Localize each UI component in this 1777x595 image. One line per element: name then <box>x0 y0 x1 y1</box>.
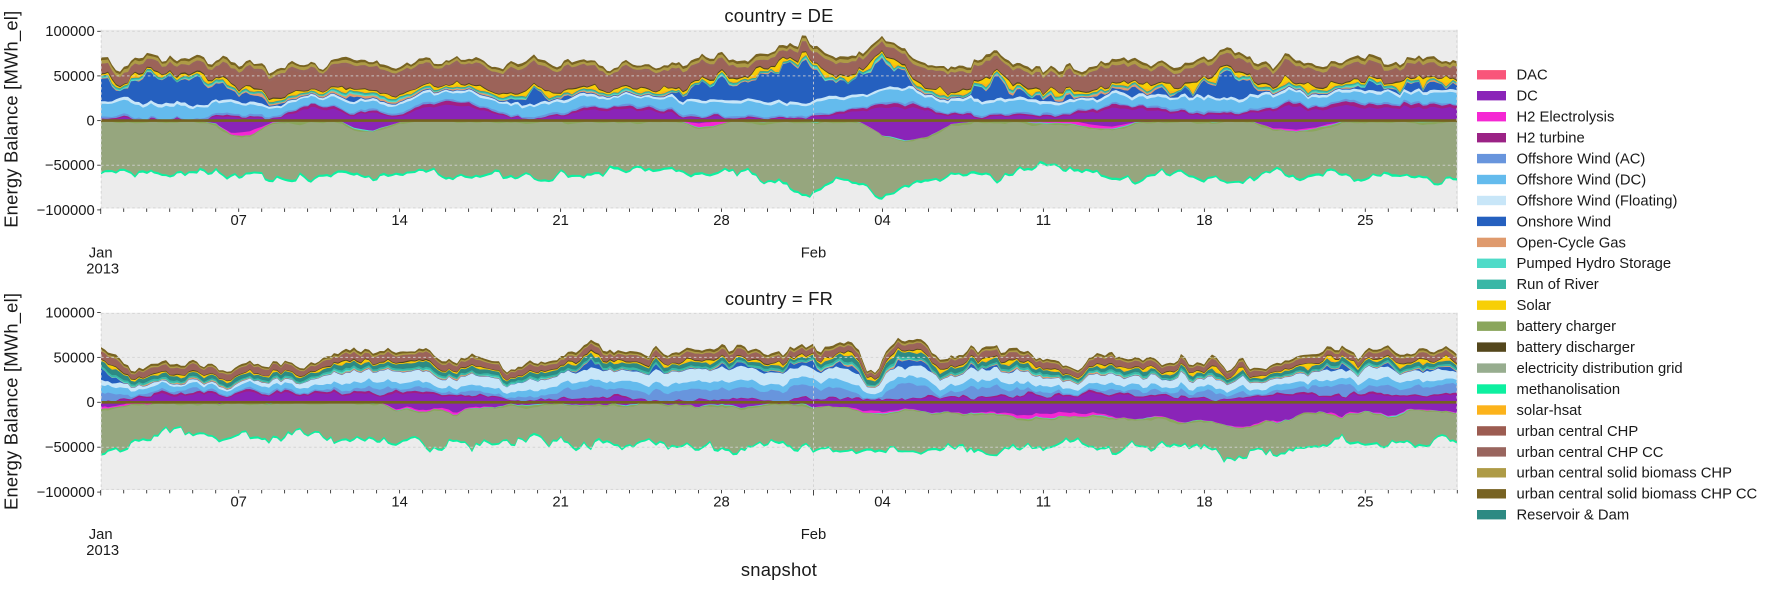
svg-text:−50000: −50000 <box>45 440 95 456</box>
svg-text:18: 18 <box>1196 213 1212 229</box>
svg-text:urban central solid biomass CH: urban central solid biomass CHP <box>1517 466 1733 482</box>
svg-text:Reservoir & Dam: Reservoir & Dam <box>1517 508 1630 524</box>
svg-text:urban central CHP CC: urban central CHP CC <box>1517 445 1664 461</box>
svg-text:Onshore Wind: Onshore Wind <box>1517 214 1612 230</box>
svg-text:Offshore Wind (DC): Offshore Wind (DC) <box>1517 172 1647 188</box>
svg-text:Feb: Feb <box>801 246 827 262</box>
svg-text:DAC: DAC <box>1517 68 1549 84</box>
svg-text:50000: 50000 <box>54 350 95 366</box>
svg-text:country = FR: country = FR <box>725 288 833 309</box>
svg-text:14: 14 <box>391 213 407 229</box>
svg-text:−50000: −50000 <box>45 158 95 174</box>
svg-text:21: 21 <box>552 213 568 229</box>
svg-text:07: 07 <box>230 213 246 229</box>
svg-text:21: 21 <box>552 495 568 511</box>
svg-text:11: 11 <box>1036 495 1051 511</box>
svg-text:25: 25 <box>1357 213 1373 229</box>
svg-text:Pumped Hydro Storage: Pumped Hydro Storage <box>1517 256 1672 272</box>
svg-text:11: 11 <box>1036 213 1051 229</box>
svg-text:battery discharger: battery discharger <box>1517 340 1636 356</box>
svg-text:−100000: −100000 <box>37 203 95 219</box>
svg-text:methanolisation: methanolisation <box>1517 382 1621 398</box>
svg-text:0: 0 <box>86 114 94 130</box>
svg-text:solar-hsat: solar-hsat <box>1517 403 1582 419</box>
svg-text:country = DE: country = DE <box>724 5 833 26</box>
svg-text:Offshore Wind (Floating): Offshore Wind (Floating) <box>1517 193 1678 209</box>
svg-text:−100000: −100000 <box>37 485 95 501</box>
svg-text:Solar: Solar <box>1517 298 1552 314</box>
svg-text:Jan: Jan <box>89 246 113 262</box>
svg-text:04: 04 <box>874 213 890 229</box>
svg-text:Open-Cycle Gas: Open-Cycle Gas <box>1517 235 1626 251</box>
svg-text:0: 0 <box>86 395 94 411</box>
svg-text:battery charger: battery charger <box>1517 319 1617 335</box>
svg-text:snapshot: snapshot <box>741 559 817 580</box>
svg-text:28: 28 <box>713 495 729 511</box>
svg-text:100000: 100000 <box>45 24 94 40</box>
svg-text:H2 turbine: H2 turbine <box>1517 131 1585 147</box>
svg-text:07: 07 <box>230 495 246 511</box>
svg-text:2013: 2013 <box>86 262 119 278</box>
svg-text:25: 25 <box>1357 495 1373 511</box>
svg-text:Feb: Feb <box>801 527 827 543</box>
svg-text:04: 04 <box>874 495 890 511</box>
svg-text:18: 18 <box>1196 495 1212 511</box>
svg-text:urban central solid biomass CH: urban central solid biomass CHP CC <box>1517 487 1758 503</box>
svg-text:Energy Balance [MWh_el]: Energy Balance [MWh_el] <box>1 11 23 228</box>
svg-text:28: 28 <box>713 213 729 229</box>
svg-text:2013: 2013 <box>86 543 119 559</box>
svg-text:Run of River: Run of River <box>1517 277 1599 293</box>
svg-text:14: 14 <box>391 495 407 511</box>
svg-text:H2 Electrolysis: H2 Electrolysis <box>1517 110 1615 126</box>
svg-text:electricity distribution grid: electricity distribution grid <box>1517 361 1683 377</box>
svg-text:Jan: Jan <box>89 527 113 543</box>
svg-text:100000: 100000 <box>45 305 94 321</box>
svg-text:Offshore Wind (AC): Offshore Wind (AC) <box>1517 152 1646 168</box>
svg-text:urban central CHP: urban central CHP <box>1517 424 1639 440</box>
svg-text:Energy Balance [MWh_el]: Energy Balance [MWh_el] <box>1 293 23 510</box>
svg-text:50000: 50000 <box>54 69 95 85</box>
svg-text:DC: DC <box>1517 89 1539 105</box>
